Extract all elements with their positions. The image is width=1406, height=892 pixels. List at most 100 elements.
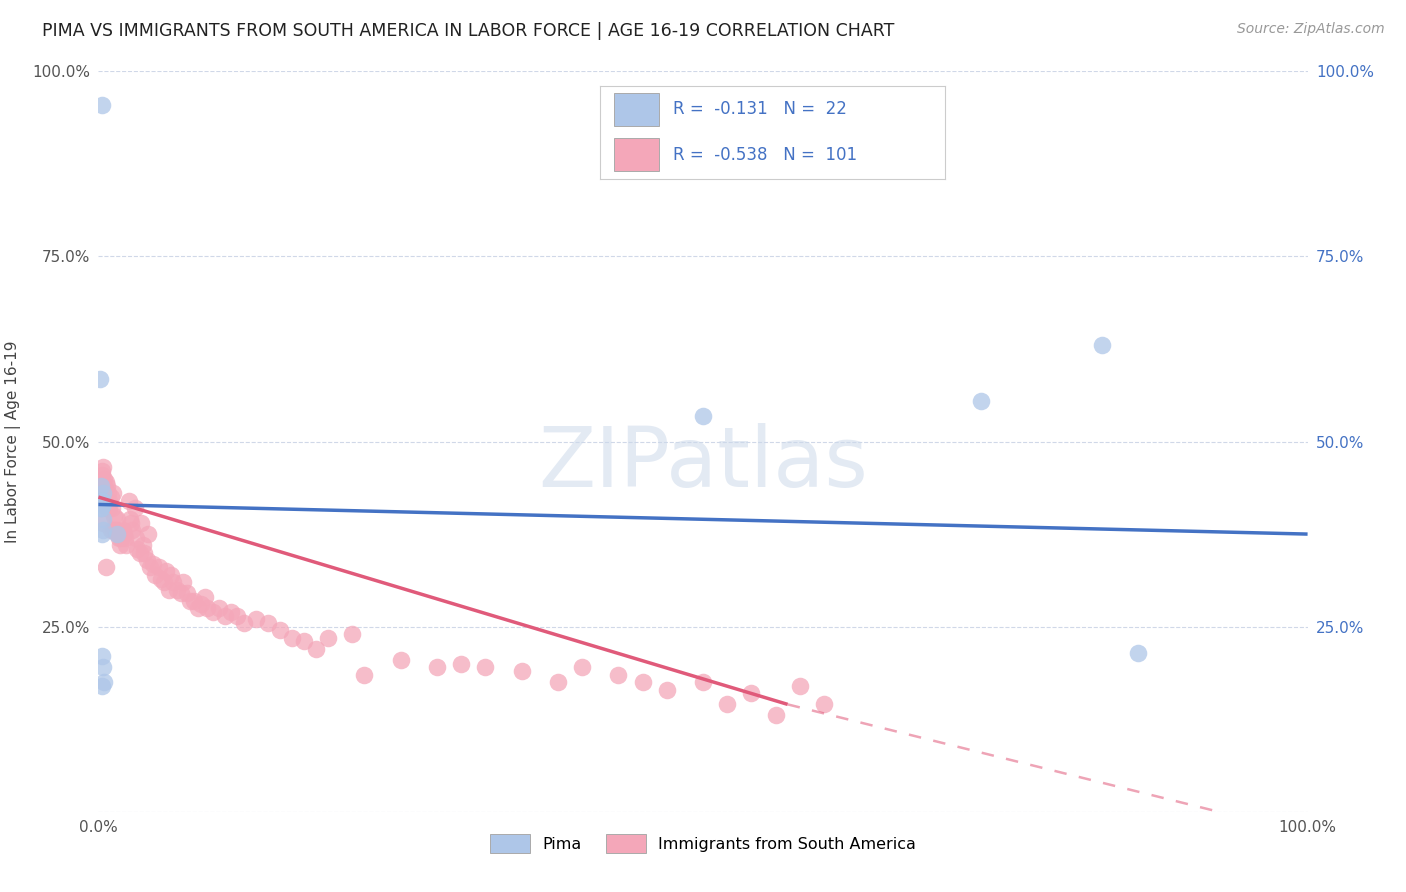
Point xyxy=(134,546,156,560)
Point xyxy=(89,371,111,385)
Point xyxy=(98,501,121,516)
Point xyxy=(169,586,191,600)
Point xyxy=(813,698,835,712)
Point xyxy=(101,486,124,500)
Point xyxy=(115,538,138,552)
Point xyxy=(108,531,131,545)
Point xyxy=(208,601,231,615)
Point xyxy=(101,524,124,538)
Point xyxy=(157,582,180,597)
Point xyxy=(269,624,291,638)
Point xyxy=(142,557,165,571)
Point xyxy=(121,524,143,538)
Point xyxy=(118,493,141,508)
Point xyxy=(160,567,183,582)
Point xyxy=(172,575,194,590)
Point xyxy=(143,567,166,582)
Point xyxy=(202,605,225,619)
Point xyxy=(91,467,114,482)
Point xyxy=(124,501,146,516)
Point xyxy=(353,667,375,681)
Y-axis label: In Labor Force | Age 16-19: In Labor Force | Age 16-19 xyxy=(6,340,21,543)
Point xyxy=(221,605,243,619)
Point xyxy=(162,575,184,590)
Point xyxy=(740,686,762,700)
Text: ZIPatlas: ZIPatlas xyxy=(538,423,868,504)
Point xyxy=(389,653,412,667)
Point xyxy=(91,498,114,512)
Legend: Pima, Immigrants from South America: Pima, Immigrants from South America xyxy=(484,828,922,859)
Point xyxy=(100,501,122,516)
Point xyxy=(692,409,714,423)
Point xyxy=(118,512,141,526)
Point xyxy=(96,479,118,493)
Point xyxy=(91,493,114,508)
Point xyxy=(100,524,122,538)
Point xyxy=(450,657,472,671)
Point xyxy=(94,475,117,490)
Point xyxy=(179,593,201,607)
Point xyxy=(194,590,217,604)
Text: PIMA VS IMMIGRANTS FROM SOUTH AMERICA IN LABOR FORCE | AGE 16-19 CORRELATION CHA: PIMA VS IMMIGRANTS FROM SOUTH AMERICA IN… xyxy=(42,22,894,40)
Text: Source: ZipAtlas.com: Source: ZipAtlas.com xyxy=(1237,22,1385,37)
Point xyxy=(426,660,449,674)
Point xyxy=(91,527,114,541)
Point xyxy=(91,512,114,526)
Point xyxy=(91,660,114,674)
Point xyxy=(107,527,129,541)
Point xyxy=(789,679,811,693)
Point xyxy=(166,582,188,597)
Point xyxy=(91,498,114,512)
Point xyxy=(281,631,304,645)
Point xyxy=(103,508,125,523)
Point xyxy=(150,572,173,586)
Point xyxy=(91,479,114,493)
Point xyxy=(91,493,114,508)
Point xyxy=(125,531,148,545)
Point xyxy=(90,483,112,497)
Point xyxy=(128,546,150,560)
Point xyxy=(91,97,114,112)
Point xyxy=(91,464,114,478)
Point xyxy=(176,586,198,600)
Point xyxy=(98,493,121,508)
Point xyxy=(91,516,114,530)
Point xyxy=(90,501,112,516)
Point xyxy=(91,524,114,538)
Point xyxy=(716,698,738,712)
Point xyxy=(105,512,128,526)
Point xyxy=(292,634,315,648)
Point xyxy=(226,608,249,623)
Point xyxy=(108,538,131,552)
Point xyxy=(607,667,630,681)
Point xyxy=(91,486,114,500)
Point xyxy=(93,675,115,690)
Point xyxy=(112,527,135,541)
Point xyxy=(139,560,162,574)
Point xyxy=(135,553,157,567)
Point xyxy=(214,608,236,623)
Point xyxy=(232,615,254,630)
Point xyxy=(93,493,115,508)
Point xyxy=(245,612,267,626)
Point xyxy=(105,524,128,538)
Point xyxy=(510,664,533,678)
Point xyxy=(136,527,159,541)
Point xyxy=(474,660,496,674)
Point xyxy=(111,524,134,538)
Point xyxy=(256,615,278,630)
Point xyxy=(152,575,174,590)
Point xyxy=(342,627,364,641)
Point xyxy=(104,524,127,538)
Point xyxy=(93,479,115,493)
Point xyxy=(195,601,218,615)
Point xyxy=(96,501,118,516)
Point xyxy=(93,471,115,485)
Point xyxy=(91,679,114,693)
Point xyxy=(94,493,117,508)
Point xyxy=(1128,646,1150,660)
Point xyxy=(187,601,209,615)
Point xyxy=(94,560,117,574)
Point xyxy=(765,708,787,723)
Point xyxy=(89,479,111,493)
